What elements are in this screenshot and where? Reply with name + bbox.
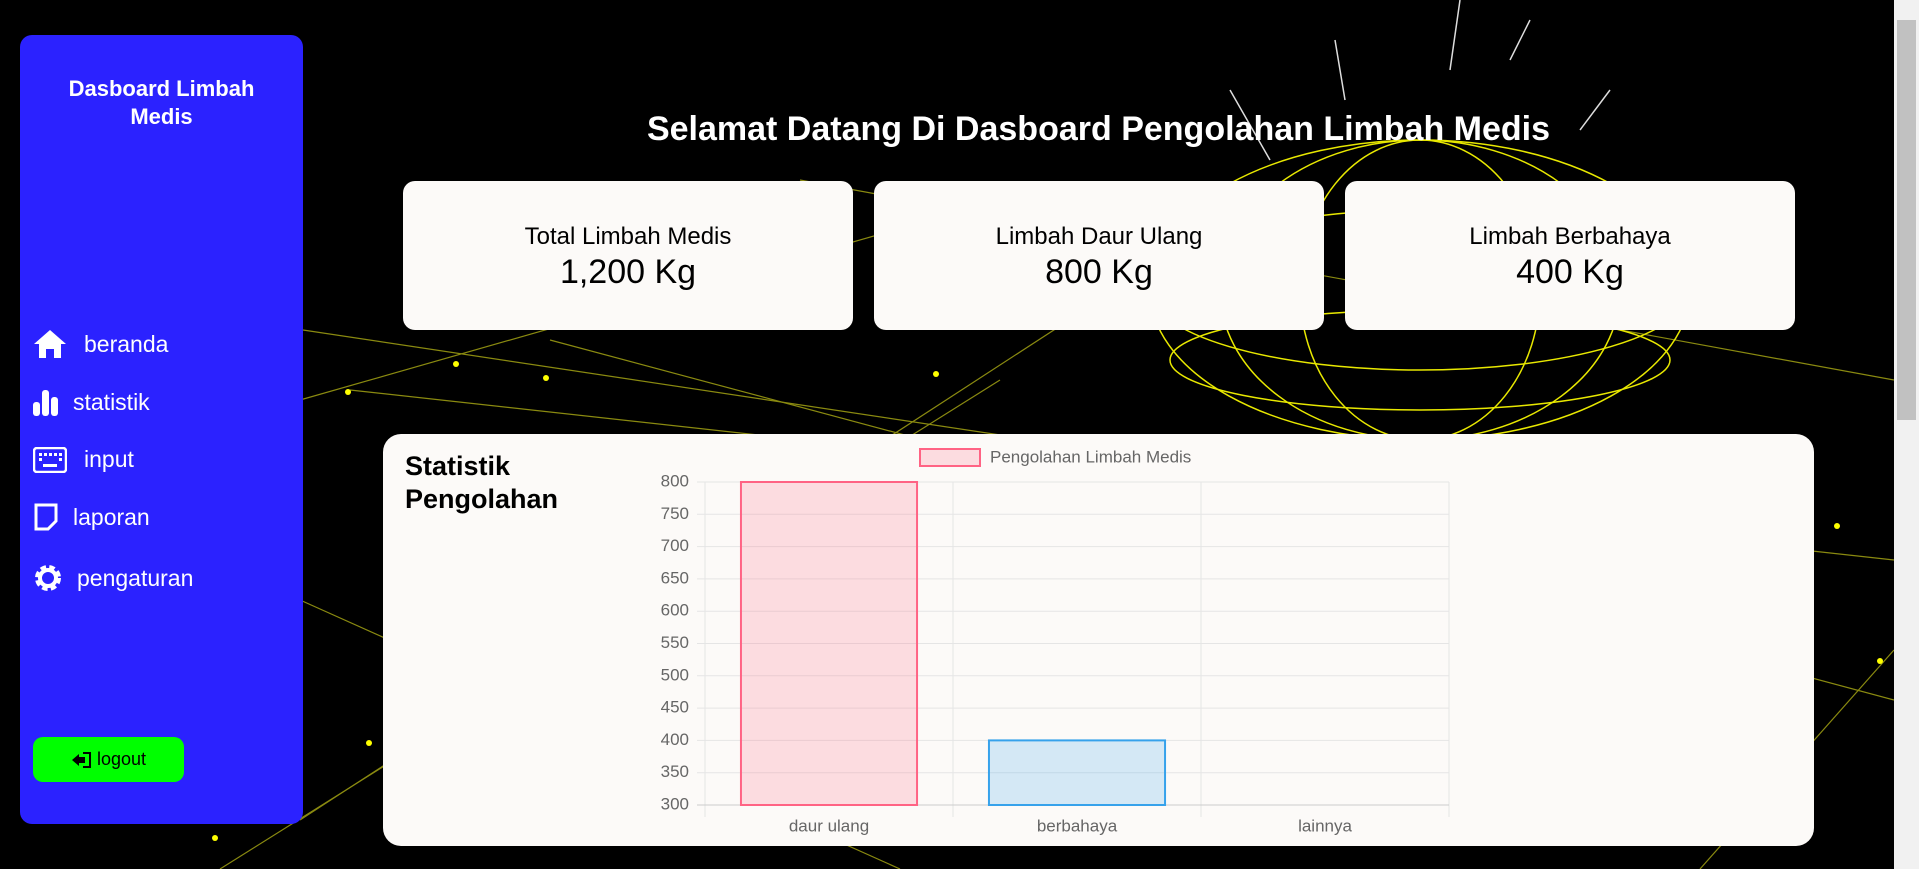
y-tick-label: 300	[661, 794, 689, 813]
y-tick-label: 400	[661, 730, 689, 749]
y-tick-label: 600	[661, 601, 689, 620]
y-tick-label: 550	[661, 633, 689, 652]
menu-label: input	[84, 446, 134, 472]
y-tick-label: 350	[661, 762, 689, 781]
menu-label: beranda	[84, 330, 169, 357]
logout-button[interactable]: logout	[33, 737, 184, 782]
y-tick-label: 500	[661, 665, 689, 684]
x-tick-label: berbahaya	[1037, 816, 1118, 835]
y-tick-label: 750	[661, 504, 689, 523]
card-label: Limbah Daur Ulang	[995, 223, 1203, 250]
summary-card: Limbah Berbahaya 400 Kg	[1345, 181, 1795, 330]
card-value: 1,200 Kg	[559, 253, 697, 291]
sidebar-title: Dasboard Limbah Medis	[68, 76, 255, 129]
menu-label: statistik	[73, 388, 150, 415]
card-label: Limbah Berbahaya	[1469, 223, 1671, 250]
chart: 300 350 400 450 500 550 600 650 700 750 800 Pengola…	[661, 447, 1450, 835]
summary-card: Limbah Daur Ulang 800 Kg	[874, 181, 1324, 330]
bar	[987, 739, 1167, 806]
bar	[739, 481, 919, 806]
logout-label: logout	[96, 749, 147, 769]
y-tick-label: 800	[661, 471, 689, 490]
menu-label: laporan	[73, 503, 150, 530]
card-value: 400 Kg	[1516, 253, 1624, 291]
y-tick-label: 650	[661, 568, 689, 587]
scrollbar[interactable]	[1894, 0, 1919, 869]
page-title: Selamat Datang Di Dasboard Pengolahan Li…	[646, 110, 1551, 148]
menu-label: pengaturan	[77, 564, 194, 591]
menu-item[interactable]: statistik	[33, 388, 150, 416]
sidebar: Dasboard Limbah Medis beranda statistik …	[20, 35, 303, 824]
menu-item[interactable]: laporan	[33, 503, 150, 531]
card-value: 800 Kg	[1045, 253, 1153, 291]
menu-item[interactable]: pengaturan	[33, 563, 193, 593]
panel-title: Statistik Pengolahan	[405, 451, 559, 514]
card-label: Total Limbah Medis	[524, 223, 732, 250]
chart-panel: Statistik Pengolahan 300 350 400 450 500 550 6…	[383, 434, 1814, 846]
menu-item[interactable]: input	[33, 446, 134, 473]
x-tick-label: lainnya	[1298, 816, 1352, 835]
x-tick-label: daur ulang	[789, 816, 869, 835]
menu-item[interactable]: beranda	[33, 328, 168, 360]
y-tick-label: 700	[661, 536, 689, 555]
summary-card: Total Limbah Medis 1,200 Kg	[403, 181, 853, 330]
legend-swatch	[919, 448, 981, 467]
legend-label: Pengolahan Limbah Medis	[990, 447, 1191, 466]
y-tick-label: 450	[661, 698, 689, 717]
